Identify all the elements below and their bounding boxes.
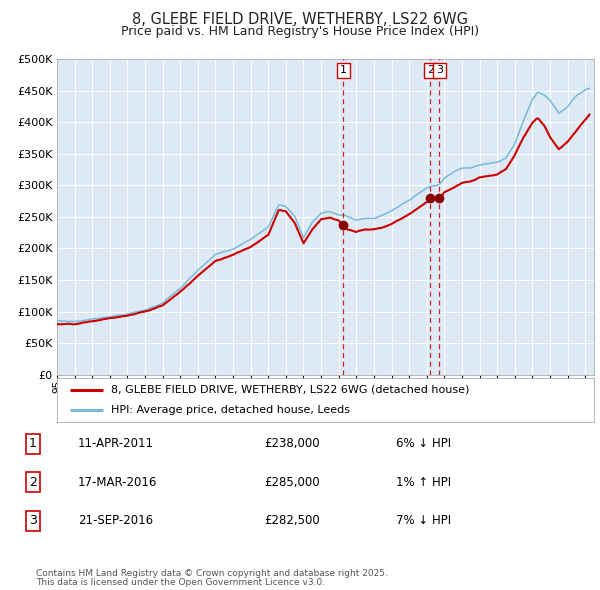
Text: 3: 3: [436, 65, 443, 76]
Text: 6% ↓ HPI: 6% ↓ HPI: [396, 437, 451, 451]
Text: 7% ↓ HPI: 7% ↓ HPI: [396, 514, 451, 527]
Text: 3: 3: [29, 514, 37, 527]
Text: Contains HM Land Registry data © Crown copyright and database right 2025.: Contains HM Land Registry data © Crown c…: [36, 569, 388, 578]
Text: £282,500: £282,500: [264, 514, 320, 527]
Text: 8, GLEBE FIELD DRIVE, WETHERBY, LS22 6WG: 8, GLEBE FIELD DRIVE, WETHERBY, LS22 6WG: [132, 12, 468, 27]
Text: 1% ↑ HPI: 1% ↑ HPI: [396, 476, 451, 489]
Text: 1: 1: [340, 65, 347, 76]
Text: 17-MAR-2016: 17-MAR-2016: [78, 476, 157, 489]
Text: £285,000: £285,000: [264, 476, 320, 489]
Text: 2: 2: [427, 65, 434, 76]
Text: HPI: Average price, detached house, Leeds: HPI: Average price, detached house, Leed…: [111, 405, 350, 415]
Text: £238,000: £238,000: [264, 437, 320, 451]
Text: 21-SEP-2016: 21-SEP-2016: [78, 514, 153, 527]
Text: 8, GLEBE FIELD DRIVE, WETHERBY, LS22 6WG (detached house): 8, GLEBE FIELD DRIVE, WETHERBY, LS22 6WG…: [111, 385, 469, 395]
Text: 2: 2: [29, 476, 37, 489]
Text: 1: 1: [29, 437, 37, 451]
Text: 11-APR-2011: 11-APR-2011: [78, 437, 154, 451]
Text: Price paid vs. HM Land Registry's House Price Index (HPI): Price paid vs. HM Land Registry's House …: [121, 25, 479, 38]
Text: This data is licensed under the Open Government Licence v3.0.: This data is licensed under the Open Gov…: [36, 578, 325, 588]
